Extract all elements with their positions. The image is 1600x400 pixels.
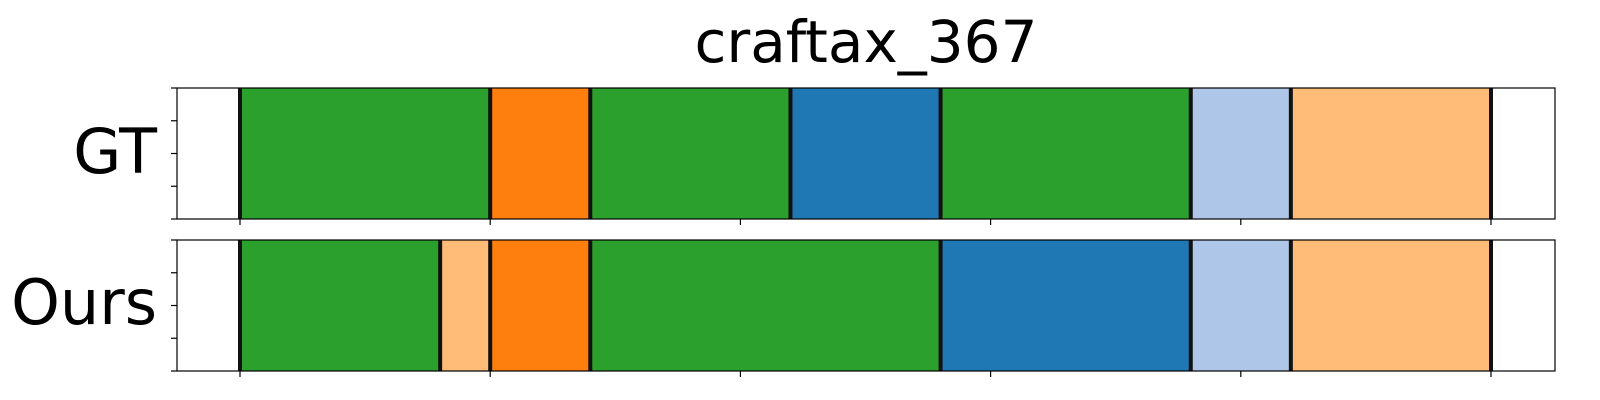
row-label-ours: Ours (11, 266, 157, 339)
segment-gt-3 (790, 88, 941, 219)
chart-title: craftax_367 (695, 8, 1038, 76)
segment-ours-3 (590, 240, 941, 371)
segment-gt-6 (1290, 88, 1491, 219)
segment-gt-0 (240, 88, 491, 219)
segment-ours-2 (490, 240, 591, 371)
segment-gt-5 (1190, 88, 1291, 219)
segment-gt-1 (490, 88, 591, 219)
segment-gt-2 (590, 88, 791, 219)
row-label-gt: GT (73, 115, 158, 188)
segment-ours-5 (1190, 240, 1291, 371)
segment-ours-4 (940, 240, 1191, 371)
segment-gt-4 (940, 88, 1191, 219)
segment-ours-0 (240, 240, 441, 371)
segment-ours-6 (1290, 240, 1491, 371)
chart-rows: GT Ours (11, 87, 1556, 377)
segment-ours-1 (440, 240, 491, 371)
